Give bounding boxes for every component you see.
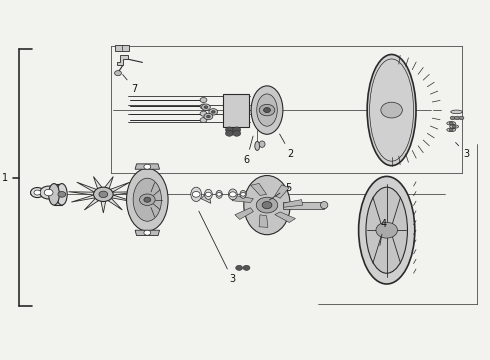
Circle shape [200, 111, 207, 116]
Circle shape [459, 116, 464, 120]
Circle shape [233, 131, 241, 136]
Circle shape [450, 116, 455, 120]
Text: 5: 5 [270, 183, 292, 200]
Ellipse shape [133, 178, 162, 221]
Bar [54, 184, 62, 205]
Polygon shape [259, 215, 268, 228]
Text: 6: 6 [244, 136, 253, 165]
Circle shape [233, 127, 241, 133]
Circle shape [144, 197, 151, 202]
Polygon shape [69, 176, 138, 213]
Circle shape [144, 230, 151, 235]
Circle shape [192, 192, 200, 197]
Circle shape [455, 116, 460, 120]
Circle shape [201, 104, 210, 111]
Text: 1: 1 [2, 173, 8, 183]
Circle shape [264, 108, 270, 113]
Ellipse shape [251, 86, 283, 134]
Circle shape [115, 71, 122, 76]
Polygon shape [251, 183, 267, 195]
Circle shape [236, 265, 243, 270]
Circle shape [94, 187, 113, 202]
Circle shape [200, 118, 207, 123]
Text: 3: 3 [456, 143, 469, 159]
Circle shape [241, 193, 245, 196]
Ellipse shape [320, 202, 328, 209]
Circle shape [30, 188, 44, 198]
Circle shape [205, 192, 211, 197]
Circle shape [34, 190, 41, 195]
Circle shape [206, 115, 210, 118]
Polygon shape [275, 212, 295, 222]
Circle shape [256, 197, 278, 213]
Circle shape [449, 129, 453, 131]
Circle shape [58, 192, 66, 197]
Polygon shape [235, 208, 253, 219]
Circle shape [40, 186, 57, 199]
Text: 4: 4 [380, 219, 387, 246]
Bar [283, 202, 324, 209]
Ellipse shape [56, 184, 67, 205]
Ellipse shape [191, 187, 201, 202]
Ellipse shape [216, 190, 222, 198]
Ellipse shape [366, 187, 408, 273]
Polygon shape [275, 185, 289, 198]
Circle shape [262, 202, 272, 209]
Text: 7: 7 [122, 75, 138, 94]
Circle shape [211, 111, 215, 113]
Ellipse shape [255, 141, 260, 150]
Ellipse shape [359, 176, 415, 284]
Ellipse shape [257, 94, 277, 126]
Circle shape [449, 122, 453, 125]
Ellipse shape [244, 176, 290, 235]
Circle shape [140, 194, 155, 206]
Circle shape [209, 109, 218, 115]
Polygon shape [117, 55, 128, 65]
Circle shape [381, 102, 402, 118]
Ellipse shape [447, 128, 456, 132]
Ellipse shape [49, 184, 59, 205]
Circle shape [99, 191, 108, 198]
Circle shape [225, 131, 233, 136]
Polygon shape [135, 230, 160, 235]
Ellipse shape [447, 122, 456, 125]
Ellipse shape [450, 125, 459, 129]
Circle shape [259, 104, 275, 116]
Circle shape [452, 125, 456, 128]
Circle shape [225, 127, 233, 133]
Polygon shape [284, 199, 303, 207]
Circle shape [243, 265, 250, 270]
Circle shape [44, 189, 53, 196]
Polygon shape [232, 195, 253, 202]
Bar [223, 94, 249, 127]
Text: 2: 2 [280, 134, 294, 159]
Ellipse shape [367, 54, 416, 166]
Circle shape [200, 98, 207, 103]
Ellipse shape [228, 189, 237, 200]
Polygon shape [201, 191, 211, 203]
Circle shape [204, 113, 213, 120]
Circle shape [144, 164, 151, 169]
Ellipse shape [451, 110, 463, 114]
Ellipse shape [126, 168, 168, 231]
Text: 3: 3 [199, 211, 236, 284]
Polygon shape [135, 164, 160, 169]
Circle shape [376, 222, 397, 238]
Circle shape [204, 106, 208, 109]
Bar [115, 45, 129, 51]
Circle shape [217, 193, 221, 196]
Circle shape [200, 104, 207, 109]
Ellipse shape [259, 141, 265, 147]
Circle shape [229, 192, 236, 197]
Ellipse shape [204, 189, 212, 199]
Ellipse shape [240, 190, 246, 198]
